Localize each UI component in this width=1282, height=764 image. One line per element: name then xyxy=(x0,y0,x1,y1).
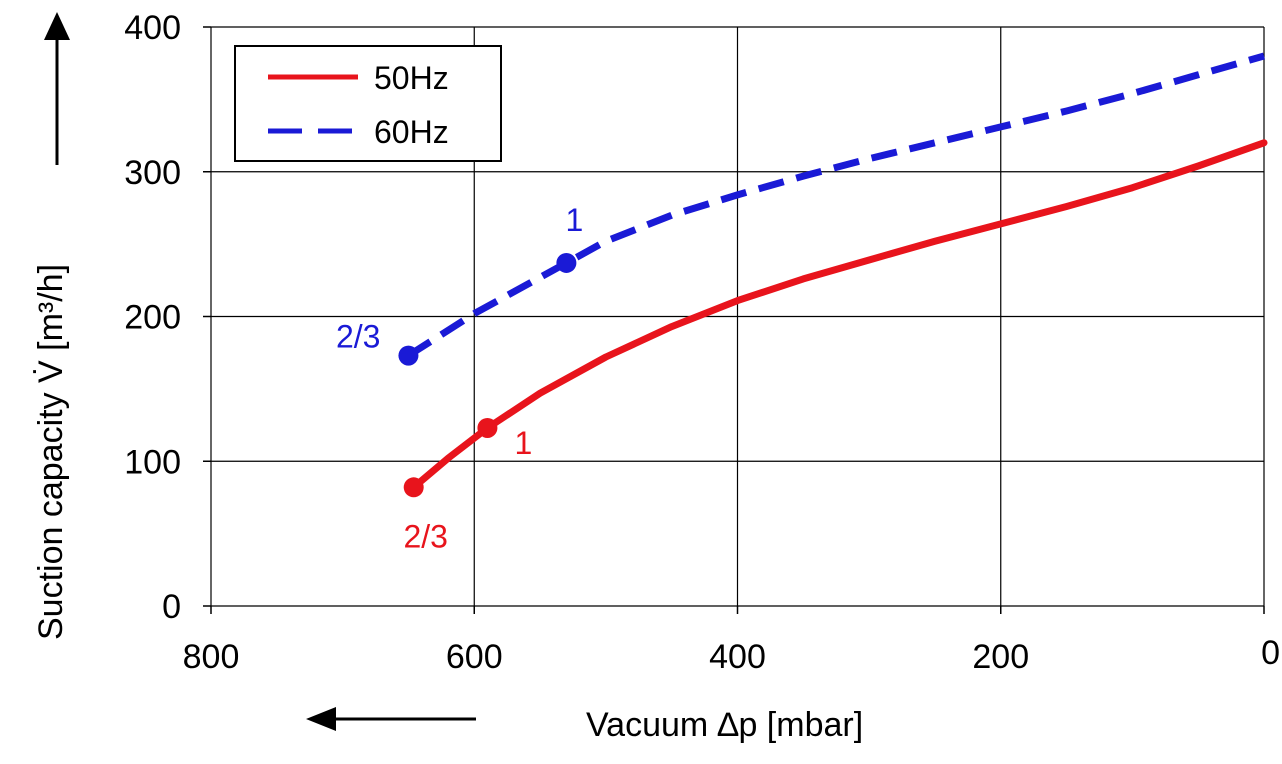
x-axis-title: Vacuum ∆p [mbar] xyxy=(586,706,863,744)
marker-label-60hz-1: 1 xyxy=(565,202,583,238)
marker-60hz-2-3 xyxy=(398,345,419,366)
ytick-label-100: 100 xyxy=(124,443,181,481)
tick-labels: 0 100 200 300 400 800 600 400 200 0 xyxy=(124,9,1280,676)
x-axis-title-group: Vacuum ∆p [mbar] xyxy=(306,706,863,744)
series-layer xyxy=(406,52,1268,491)
ytick-label-300: 300 xyxy=(124,154,181,192)
legend-box xyxy=(234,45,502,162)
legend-label-60hz: 60Hz xyxy=(374,114,449,150)
marker-50hz-2-3 xyxy=(403,477,424,498)
x-axis-arrow-head xyxy=(306,707,336,731)
series-line-60hz xyxy=(406,52,1265,359)
marker-label-50hz-2-3: 2/3 xyxy=(403,518,447,554)
ytick-label-200: 200 xyxy=(124,299,181,337)
marker-label-50hz-1: 1 xyxy=(515,425,533,461)
y-axis-title: Suction capacity V̇ [m³/h] xyxy=(32,264,70,640)
xtick-label-0: 0 xyxy=(1261,634,1280,672)
marker-50hz-1 xyxy=(477,417,498,438)
ytick-label-400: 400 xyxy=(124,9,181,47)
xtick-label-200: 200 xyxy=(972,638,1029,676)
legend: 50Hz 60Hz xyxy=(234,45,502,162)
xtick-label-800: 800 xyxy=(183,638,240,676)
markers-layer: 2/3 1 2/3 1 xyxy=(336,202,583,554)
marker-label-60hz-2-3: 2/3 xyxy=(336,319,380,355)
series-line-50hz xyxy=(410,139,1268,491)
xtick-label-400: 400 xyxy=(709,638,766,676)
xtick-label-600: 600 xyxy=(446,638,503,676)
ytick-label-0: 0 xyxy=(162,588,181,626)
y-axis-arrow-head xyxy=(44,12,70,40)
marker-60hz-1 xyxy=(556,252,577,273)
grid xyxy=(203,26,1265,614)
legend-label-50hz: 50Hz xyxy=(374,60,449,96)
y-axis-title-group: Suction capacity V̇ [m³/h] xyxy=(32,12,70,640)
